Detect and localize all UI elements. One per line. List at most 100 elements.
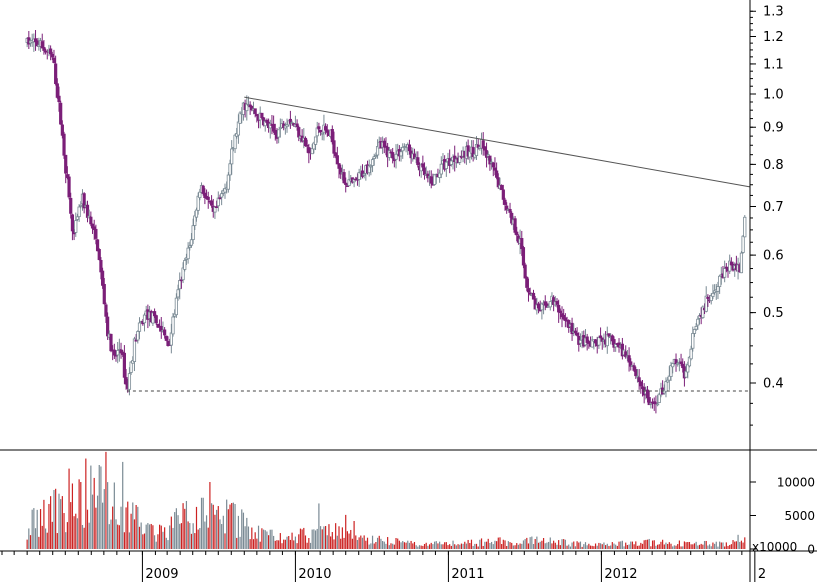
volume-unit-label: x10000 xyxy=(752,540,797,554)
candle xyxy=(70,213,75,241)
candle xyxy=(102,278,106,305)
candle xyxy=(152,308,157,318)
x-tick-label: 2011 xyxy=(451,567,484,582)
candle xyxy=(206,191,210,209)
y-tick-label: 1.0 xyxy=(763,88,784,103)
candle xyxy=(585,333,589,351)
y-tick-label: 0.7 xyxy=(763,200,784,215)
candle xyxy=(513,215,517,235)
y-tick-label: 1.1 xyxy=(763,57,784,72)
candle xyxy=(391,147,395,164)
candle xyxy=(416,151,420,168)
candle xyxy=(501,184,505,205)
candle xyxy=(711,284,715,300)
candle xyxy=(500,184,504,190)
candle xyxy=(453,145,457,172)
y-tick-label: 1.3 xyxy=(763,5,784,20)
candle xyxy=(154,314,158,325)
candle xyxy=(85,200,90,223)
candle xyxy=(233,133,237,154)
candle xyxy=(196,192,200,215)
volume-tick-label: 10000 xyxy=(777,476,815,490)
candle xyxy=(216,191,220,212)
candle xyxy=(163,327,167,339)
candle xyxy=(137,317,142,340)
volume-tick-label: 0 xyxy=(807,543,815,557)
candle xyxy=(689,345,693,361)
candle xyxy=(119,342,123,359)
candle xyxy=(691,326,695,352)
candle xyxy=(159,317,163,339)
candle xyxy=(439,156,443,179)
candle xyxy=(677,358,681,372)
candle xyxy=(521,245,526,269)
candle xyxy=(169,323,173,354)
candle xyxy=(245,95,249,121)
candle xyxy=(612,336,616,352)
candle xyxy=(701,305,705,319)
y-tick-label: 0.9 xyxy=(763,121,784,136)
candle xyxy=(523,262,527,279)
candle xyxy=(370,157,375,173)
candle xyxy=(27,30,31,50)
candle xyxy=(109,333,113,353)
candle xyxy=(132,336,137,372)
candle xyxy=(620,337,624,360)
candle xyxy=(674,353,678,372)
candle xyxy=(151,312,155,327)
candle xyxy=(297,125,301,142)
candle xyxy=(191,218,195,244)
candle xyxy=(236,114,241,144)
candle xyxy=(357,168,361,187)
y-tick-label: 0.6 xyxy=(763,249,784,264)
candle xyxy=(741,235,745,254)
candle xyxy=(253,108,257,118)
candle xyxy=(578,333,583,348)
candle xyxy=(82,192,86,214)
candle xyxy=(230,140,234,175)
candle xyxy=(342,168,346,184)
candle xyxy=(347,170,351,187)
candle xyxy=(99,257,103,280)
candle xyxy=(637,369,641,390)
candle xyxy=(649,402,653,409)
candle xyxy=(174,293,178,318)
y-tick-label: 0.8 xyxy=(763,158,784,173)
volume-tick-label: 5000 xyxy=(784,509,815,523)
candle xyxy=(77,204,81,222)
candle xyxy=(743,215,747,238)
candle xyxy=(67,174,71,200)
candle xyxy=(164,335,168,342)
candle xyxy=(543,295,547,311)
candle xyxy=(657,392,661,403)
candle xyxy=(307,143,311,164)
candle xyxy=(106,312,110,340)
candle xyxy=(723,260,727,283)
candle xyxy=(629,358,633,371)
candle xyxy=(597,335,601,349)
candle xyxy=(605,326,609,354)
candle xyxy=(686,361,690,379)
candle xyxy=(94,224,98,245)
candle xyxy=(458,155,462,165)
candle xyxy=(429,170,433,189)
candle xyxy=(59,100,63,125)
candle xyxy=(531,289,536,300)
candle xyxy=(394,144,398,169)
candle xyxy=(226,172,230,193)
candle xyxy=(332,131,336,158)
candle xyxy=(692,328,697,337)
candle xyxy=(57,86,61,112)
candle xyxy=(739,251,744,274)
candle xyxy=(360,164,365,179)
candle xyxy=(474,136,479,160)
candle xyxy=(181,262,185,284)
candle xyxy=(598,327,603,339)
candle xyxy=(64,154,68,184)
candle xyxy=(74,212,78,237)
candle xyxy=(213,206,217,219)
candle xyxy=(570,317,574,341)
y-tick-label: 0.5 xyxy=(763,306,784,321)
